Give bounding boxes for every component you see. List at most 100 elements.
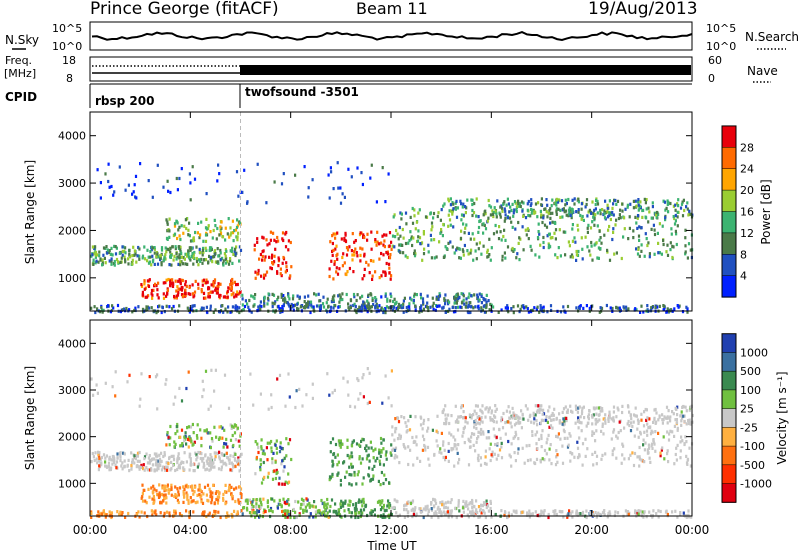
data-pixel — [390, 404, 393, 408]
data-pixel — [219, 515, 222, 520]
data-pixel — [571, 255, 574, 259]
data-pixel — [361, 482, 364, 486]
data-pixel — [455, 300, 458, 304]
data-pixel — [378, 448, 381, 452]
data-pixel — [110, 252, 113, 256]
colorbar-segment — [722, 464, 736, 485]
data-pixel — [520, 304, 523, 308]
data-pixel — [611, 206, 614, 210]
data-pixel — [514, 459, 517, 463]
data-pixel — [476, 415, 479, 419]
data-pixel — [545, 452, 548, 456]
data-pixel — [665, 310, 668, 314]
data-pixel — [287, 498, 290, 502]
data-pixel — [601, 511, 605, 515]
x-tick-label: 04:00 — [173, 523, 208, 537]
data-pixel — [415, 435, 418, 439]
data-pixel — [173, 254, 176, 258]
data-pixel — [119, 260, 122, 264]
data-pixel — [197, 282, 200, 286]
data-pixel — [648, 456, 651, 460]
colorbar-tick-label: 25 — [740, 403, 754, 416]
data-pixel — [202, 246, 205, 250]
data-pixel — [230, 293, 233, 297]
data-pixel — [226, 232, 229, 236]
data-pixel — [651, 515, 654, 519]
data-pixel — [92, 455, 95, 459]
data-pixel — [511, 202, 514, 206]
data-pixel — [176, 221, 179, 225]
data-pixel — [598, 238, 601, 242]
data-pixel — [246, 200, 249, 204]
data-pixel — [473, 425, 476, 429]
data-pixel — [236, 238, 239, 242]
data-pixel — [413, 208, 416, 212]
data-pixel — [482, 432, 485, 436]
data-pixel — [554, 509, 557, 513]
data-pixel — [539, 408, 542, 412]
data-pixel — [203, 429, 206, 433]
data-pixel — [435, 297, 438, 301]
data-pixel — [179, 255, 182, 259]
data-pixel — [325, 301, 328, 305]
data-pixel — [356, 293, 359, 297]
data-pixel — [523, 461, 526, 465]
data-pixel — [529, 458, 532, 462]
data-pixel — [615, 218, 618, 222]
data-pixel — [280, 182, 284, 186]
data-pixel — [257, 450, 260, 455]
data-pixel — [108, 457, 111, 461]
data-pixel — [193, 440, 196, 444]
data-pixel — [684, 435, 687, 439]
data-pixel — [190, 254, 193, 258]
data-pixel — [187, 499, 190, 503]
data-pixel — [339, 439, 342, 443]
data-pixel — [403, 296, 406, 300]
data-pixel — [486, 250, 489, 254]
data-pixel — [394, 427, 397, 431]
data-pixel — [201, 457, 204, 461]
data-pixel — [92, 258, 95, 262]
data-pixel — [128, 373, 131, 377]
data-pixel — [121, 511, 124, 515]
data-pixel — [388, 506, 391, 510]
data-pixel — [162, 493, 165, 497]
data-pixel — [110, 262, 113, 266]
data-pixel — [225, 451, 228, 455]
data-pixel — [213, 389, 216, 393]
data-pixel — [350, 249, 353, 253]
data-pixel — [272, 451, 275, 455]
colorbar-frame — [721, 333, 737, 503]
data-pixel — [358, 455, 361, 459]
data-pixel — [444, 505, 447, 509]
data-pixel — [590, 211, 593, 215]
data-pixel — [138, 257, 141, 261]
data-pixel — [180, 399, 184, 403]
data-pixel — [209, 493, 212, 497]
data-pixel — [338, 300, 341, 304]
data-pixel — [451, 212, 454, 216]
data-pixel — [160, 468, 164, 472]
data-pixel — [341, 297, 344, 302]
data-pixel — [660, 252, 663, 256]
data-pixel — [639, 200, 642, 204]
data-pixel — [671, 430, 674, 434]
data-pixel — [525, 444, 528, 448]
data-pixel — [598, 418, 601, 422]
data-pixel — [225, 295, 228, 300]
data-pixel — [621, 442, 624, 446]
data-pixel — [236, 426, 239, 430]
data-pixel — [98, 451, 101, 455]
data-pixel — [598, 229, 601, 233]
data-pixel — [577, 210, 580, 214]
data-pixel — [633, 451, 637, 456]
data-pixel — [680, 435, 683, 439]
data-pixel — [214, 455, 217, 459]
data-pixel — [457, 504, 460, 508]
data-pixel — [457, 461, 460, 465]
data-pixel — [611, 449, 614, 453]
data-pixel — [104, 464, 107, 468]
data-pixel — [248, 298, 251, 303]
data-pixel — [657, 418, 660, 422]
data-pixel — [252, 498, 255, 502]
